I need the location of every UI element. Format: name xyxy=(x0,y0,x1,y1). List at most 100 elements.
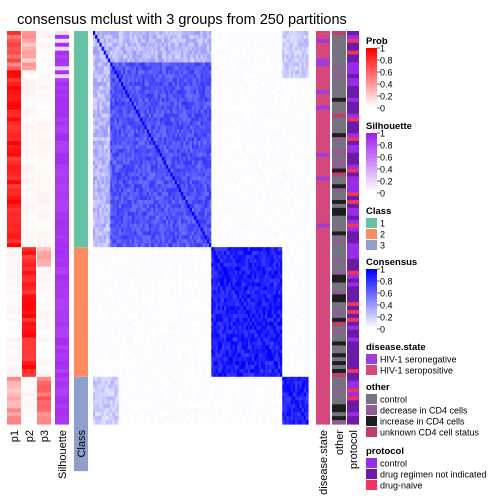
prob-cell xyxy=(22,93,36,99)
silhouette-cell xyxy=(55,262,69,268)
consensus-cell xyxy=(260,34,264,40)
consensus-cell xyxy=(215,70,219,75)
consensus-cell xyxy=(202,66,206,71)
consensus-cell xyxy=(183,34,187,40)
consensus-cell xyxy=(200,70,204,75)
consensus-cell xyxy=(292,50,296,56)
consensus-cell xyxy=(161,58,165,64)
consensus-cell xyxy=(133,70,137,75)
consensus-cell xyxy=(97,82,101,87)
consensus-cell xyxy=(159,62,163,67)
consensus-cell xyxy=(133,38,137,44)
prob-cell xyxy=(22,203,36,209)
consensus-cell xyxy=(213,42,217,48)
consensus-cell xyxy=(303,58,307,64)
silhouette-cell xyxy=(55,176,69,181)
silhouette-cell xyxy=(55,101,69,107)
consensus-cell xyxy=(142,34,146,40)
prob-cell xyxy=(7,243,21,248)
consensus-cell xyxy=(303,31,307,36)
consensus-cell xyxy=(230,58,234,64)
class-block-2 xyxy=(74,247,88,377)
consensus-cell xyxy=(271,66,275,71)
consensus-cell xyxy=(295,82,298,87)
consensus-cell xyxy=(282,42,285,48)
consensus-cell xyxy=(226,46,230,52)
consensus-cell xyxy=(131,58,135,64)
consensus-cell xyxy=(204,31,208,36)
consensus-cell xyxy=(161,46,165,52)
prob-cell xyxy=(37,152,51,158)
consensus-cell xyxy=(206,58,210,64)
prob-cell xyxy=(7,109,21,115)
prob-cell xyxy=(37,219,51,225)
consensus-cell xyxy=(120,86,124,91)
consensus-cell xyxy=(247,82,251,87)
consensus-cell xyxy=(254,58,257,64)
prob-cell xyxy=(37,357,51,362)
consensus-cell xyxy=(161,42,165,48)
consensus-cell xyxy=(161,38,165,44)
consensus-cell xyxy=(224,74,227,79)
prob-cell xyxy=(7,258,21,264)
consensus-cell xyxy=(260,54,264,60)
consensus-cell xyxy=(191,50,195,56)
prob-cell xyxy=(37,341,51,346)
consensus-cell xyxy=(202,50,206,56)
consensus-cell xyxy=(163,62,167,67)
consensus-cell xyxy=(105,38,109,44)
consensus-cell xyxy=(275,42,279,48)
consensus-cell xyxy=(305,125,309,130)
consensus-cell xyxy=(185,50,189,56)
consensus-cell xyxy=(204,42,208,48)
consensus-cell xyxy=(245,78,249,83)
consensus-cell xyxy=(273,50,277,56)
consensus-cell xyxy=(120,58,124,64)
prob-cell xyxy=(22,306,36,311)
consensus-cell xyxy=(224,70,227,75)
prob-cell xyxy=(7,384,21,390)
consensus-cell xyxy=(93,66,96,71)
consensus-cell xyxy=(155,34,159,40)
silhouette-cell xyxy=(55,420,69,425)
consensus-cell xyxy=(114,66,118,71)
silhouette-cell xyxy=(55,89,69,95)
consensus-cell xyxy=(301,74,305,79)
consensus-cell xyxy=(258,46,262,52)
consensus-cell xyxy=(97,31,101,36)
prob-cell xyxy=(7,46,21,52)
prob-cell xyxy=(7,349,21,354)
prob-cell xyxy=(7,361,21,366)
consensus-cell xyxy=(217,38,221,44)
prob-cell xyxy=(22,247,36,252)
consensus-cell xyxy=(267,62,270,67)
prob-cell xyxy=(7,274,21,280)
consensus-cell xyxy=(118,58,122,64)
consensus-cell xyxy=(161,74,165,79)
consensus-cell xyxy=(217,62,221,67)
consensus-cell xyxy=(262,54,266,60)
consensus-cell xyxy=(288,46,292,52)
consensus-cell xyxy=(226,38,230,44)
consensus-cell xyxy=(93,62,96,67)
silhouette-cell xyxy=(55,50,69,56)
consensus-cell xyxy=(273,34,277,40)
consensus-cell xyxy=(247,46,251,52)
consensus-cell xyxy=(292,58,296,64)
consensus-cell xyxy=(185,66,189,71)
consensus-cell xyxy=(222,38,225,44)
consensus-cell xyxy=(181,70,184,75)
prob-cell xyxy=(22,310,36,315)
consensus-cell xyxy=(288,78,292,83)
consensus-cell xyxy=(174,31,178,36)
prob-cell xyxy=(7,282,21,288)
consensus-cell xyxy=(228,50,232,56)
prob-cell xyxy=(22,349,36,354)
consensus-cell xyxy=(103,46,107,52)
consensus-cell xyxy=(174,62,178,67)
prob-cell xyxy=(7,58,21,64)
consensus-cell xyxy=(146,58,150,64)
consensus-cell xyxy=(254,66,257,71)
consensus-cell xyxy=(127,70,131,75)
consensus-cell xyxy=(123,46,126,52)
